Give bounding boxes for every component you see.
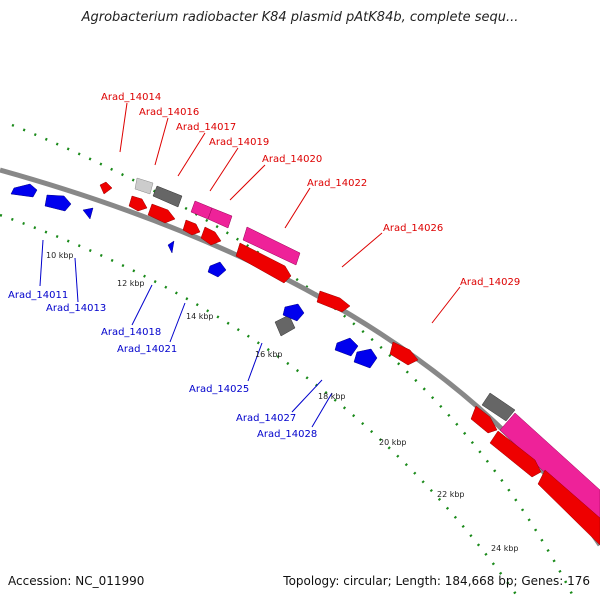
label-forward-3: Arad_14019 [209,137,269,148]
label-reverse-1: Arad_14013 [46,303,106,314]
label-reverse-5: Arad_14027 [236,413,296,424]
tick-label-1: 12 kbp [117,279,145,288]
tick-label-4: 18 kbp [318,392,346,401]
label-forward-1: Arad_14016 [139,107,199,118]
gene-red-lower-2[interactable] [489,430,542,478]
label-forward-2: Arad_14017 [176,122,236,133]
label-forward-0: Arad_14014 [101,92,161,103]
gene-arad-14013b[interactable] [82,207,94,220]
tick-label-6: 22 kbp [437,490,465,499]
map-title: Agrobacterium radiobacter K84 plasmid pA… [81,10,519,25]
label-forward-4: Arad_14020 [262,154,322,165]
inner-tick-ring [0,213,522,600]
gene-arad-14029[interactable] [389,341,419,366]
label-reverse-2: Arad_14018 [101,327,161,338]
label-forward-7: Arad_14029 [460,277,520,288]
forward-leader-lines [119,102,461,324]
gene-arad-14027[interactable] [334,337,359,357]
forward-genes-inner [128,195,600,546]
gene-arad-14017[interactable] [152,185,183,208]
tick-label-2: 14 kbp [186,312,214,321]
gene-arad-14018[interactable] [167,240,175,254]
gene-arad-14022-inner[interactable] [235,242,292,284]
gene-arad-14021[interactable] [207,261,227,278]
gene-arad-14011[interactable] [10,183,38,198]
gene-arad-14014-inner[interactable] [128,195,148,212]
gene-red-lower-1[interactable] [470,405,498,434]
reverse-genes [10,183,378,369]
label-reverse-4: Arad_14025 [189,384,249,395]
gene-arad-14026[interactable] [316,290,351,313]
plasmid-backbone [0,167,600,547]
gene-arad-14025[interactable] [282,303,305,322]
gene-arad-14022[interactable] [242,226,301,266]
gene-arad-14019b[interactable] [207,207,233,229]
label-forward-6: Arad_14026 [383,223,443,234]
label-reverse-6: Arad_14028 [257,429,317,440]
gene-arad-14016[interactable] [134,177,154,195]
gene-arad-14017-inner[interactable] [147,203,176,224]
label-forward-5: Arad_14022 [307,178,367,189]
gene-arad-14013[interactable] [44,194,72,212]
gene-arad-14020-inner[interactable] [200,226,222,246]
gene-grey-large[interactable] [481,392,516,422]
scale-tick-labels: 10 kbp 12 kbp 14 kbp 16 kbp 18 kbp 20 kb… [46,251,519,553]
label-reverse-0: Arad_14011 [8,290,68,301]
gene-arad-14028[interactable] [353,348,378,369]
gene-red-lower-3[interactable] [537,469,600,546]
tick-label-3: 16 kbp [255,350,283,359]
label-reverse-3: Arad_14021 [117,344,177,355]
gene-arad-14019-inner[interactable] [182,219,201,236]
gene-arad-14025-grey[interactable] [274,314,296,337]
outer-tick-ring [11,123,577,600]
tick-label-7: 24 kbp [491,544,519,553]
gene-arad-14014[interactable] [99,181,113,195]
accession-label: Accession: NC_011990 [8,574,145,588]
topology-summary: Topology: circular; Length: 184,668 bp; … [283,574,590,588]
reverse-leader-lines [39,239,333,428]
tick-label-5: 20 kbp [379,438,407,447]
forward-labels: Arad_14014 Arad_14016 Arad_14017 Arad_14… [101,92,520,288]
tick-label-0: 10 kbp [46,251,74,260]
reverse-labels: Arad_14011 Arad_14013 Arad_14018 Arad_14… [8,290,317,440]
